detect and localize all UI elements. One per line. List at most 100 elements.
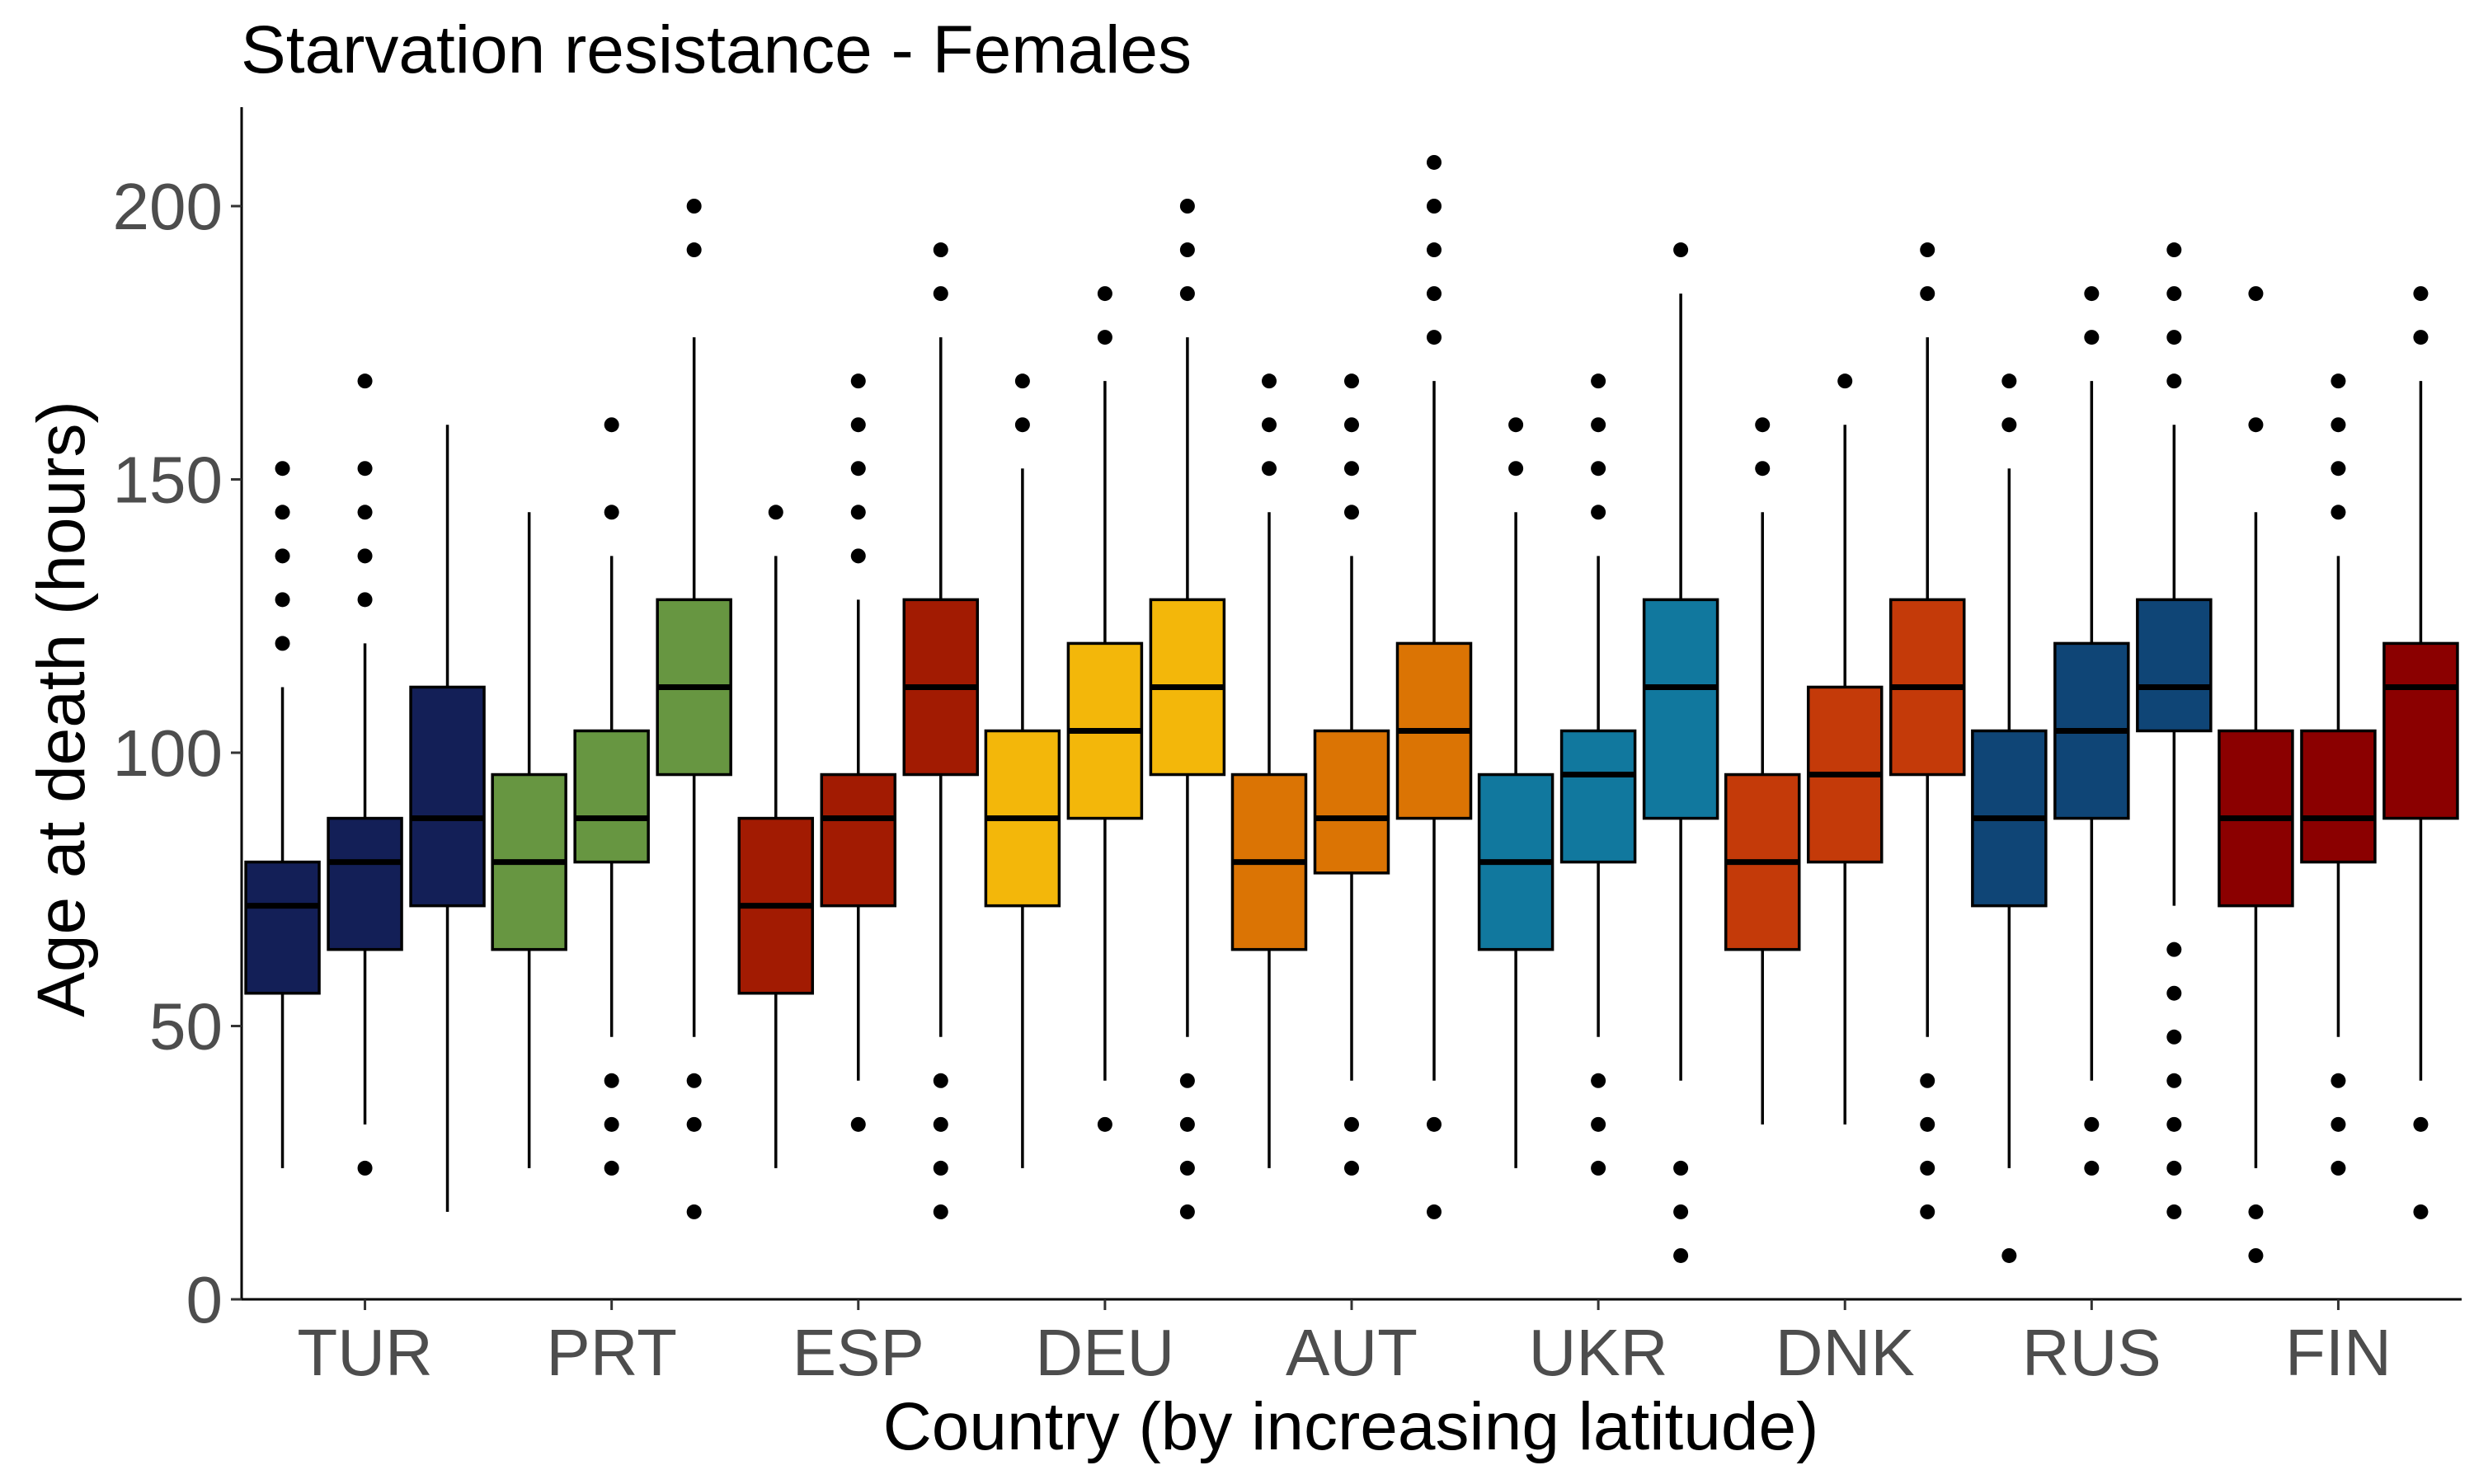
outlier-point xyxy=(2331,461,2346,477)
outlier-point xyxy=(1179,199,1195,214)
outlier-point xyxy=(2084,1160,2100,1176)
outlier-point xyxy=(1508,461,1524,477)
outlier-point xyxy=(1014,373,1030,389)
outlier-point xyxy=(1427,1116,1442,1132)
outlier-point xyxy=(2001,417,2017,433)
box-group-ukr xyxy=(1477,242,1719,1263)
outlier-point xyxy=(2166,1160,2182,1176)
box-group-rus xyxy=(1971,242,2213,1263)
outlier-point xyxy=(933,1116,948,1132)
outlier-point xyxy=(850,417,866,433)
outlier-point xyxy=(2166,985,2182,1001)
x-tick-label: RUS xyxy=(2022,1316,2161,1389)
outlier-point xyxy=(2084,1116,2100,1132)
outlier-point xyxy=(2166,1204,2182,1219)
y-tick-label: 50 xyxy=(149,990,223,1064)
outlier-point xyxy=(1427,286,1442,302)
outlier-point xyxy=(1920,1204,1935,1219)
outlier-point xyxy=(2413,1116,2429,1132)
chart-title: Starvation resistance - Females xyxy=(241,12,1192,87)
outlier-point xyxy=(1097,330,1112,345)
outlier-point xyxy=(1179,286,1195,302)
y-tick-label: 200 xyxy=(113,170,223,243)
outlier-point xyxy=(1591,1073,1606,1088)
outlier-point xyxy=(1591,373,1606,389)
box xyxy=(409,685,486,908)
outlier-point xyxy=(686,1204,702,1219)
box xyxy=(820,773,897,908)
box xyxy=(2136,598,2213,733)
y-axis-title: Age at death (hours) xyxy=(24,401,99,1017)
x-tick-label: DNK xyxy=(1776,1316,1915,1389)
box-group-aut xyxy=(1230,154,1473,1219)
outlier-point xyxy=(2413,1204,2429,1219)
outlier-point xyxy=(357,461,373,477)
outlier-point xyxy=(686,199,702,214)
outlier-point xyxy=(850,1116,866,1132)
x-tick-label: UKR xyxy=(1529,1316,1668,1389)
outlier-point xyxy=(850,373,866,389)
outlier-point xyxy=(1920,1116,1935,1132)
box-group-fin xyxy=(2218,286,2459,1263)
outlier-point xyxy=(1591,1116,1606,1132)
outlier-point xyxy=(2166,242,2182,258)
box-group-dnk xyxy=(1724,242,1966,1219)
outlier-point xyxy=(933,242,948,258)
outlier-point xyxy=(686,1073,702,1088)
y-tick-label: 100 xyxy=(113,716,223,790)
outlier-point xyxy=(604,1073,619,1088)
x-tick-label: ESP xyxy=(793,1316,924,1389)
outlier-point xyxy=(1427,199,1442,214)
outlier-point xyxy=(1837,373,1853,389)
outlier-point xyxy=(1262,461,1277,477)
x-axis-title: Country (by increasing latitude) xyxy=(883,1389,1819,1464)
outlier-point xyxy=(2331,1116,2346,1132)
outlier-point xyxy=(2248,1204,2264,1219)
outlier-point xyxy=(1920,1073,1935,1088)
outlier-point xyxy=(275,505,290,520)
outlier-point xyxy=(2001,1247,2017,1263)
outlier-point xyxy=(2001,373,2017,389)
x-tick-label: AUT xyxy=(1286,1316,1418,1389)
box xyxy=(1313,729,1390,875)
outlier-point xyxy=(357,1160,373,1176)
outlier-point xyxy=(2413,286,2429,302)
outlier-point xyxy=(1591,461,1606,477)
outlier-point xyxy=(933,1073,948,1088)
outlier-point xyxy=(2331,1160,2346,1176)
outlier-point xyxy=(2331,373,2346,389)
outlier-point xyxy=(2331,1073,2346,1088)
outlier-point xyxy=(1179,242,1195,258)
outlier-point xyxy=(275,636,290,651)
outlier-point xyxy=(2331,417,2346,433)
outlier-point xyxy=(2248,1247,2264,1263)
outlier-point xyxy=(1344,1116,1359,1132)
outlier-point xyxy=(1508,417,1524,433)
outlier-point xyxy=(1344,417,1359,433)
outlier-point xyxy=(1097,286,1112,302)
outlier-point xyxy=(2248,286,2264,302)
outlier-point xyxy=(1344,461,1359,477)
outlier-point xyxy=(2166,330,2182,345)
outlier-point xyxy=(1014,417,1030,433)
outlier-point xyxy=(1262,373,1277,389)
outlier-point xyxy=(1920,286,1935,302)
outlier-point xyxy=(1344,505,1359,520)
outlier-point xyxy=(1179,1160,1195,1176)
outlier-point xyxy=(357,505,373,520)
box xyxy=(244,860,321,995)
outlier-point xyxy=(2166,942,2182,957)
outlier-point xyxy=(1427,1204,1442,1219)
outlier-point xyxy=(1179,1116,1195,1132)
x-tick-label: TUR xyxy=(297,1316,432,1389)
outlier-point xyxy=(604,417,619,433)
outlier-point xyxy=(768,505,783,520)
box xyxy=(573,729,650,864)
outlier-point xyxy=(604,505,619,520)
box-group-esp xyxy=(737,242,980,1219)
outlier-point xyxy=(933,1160,948,1176)
outlier-point xyxy=(850,461,866,477)
outlier-point xyxy=(2084,330,2100,345)
outlier-point xyxy=(686,242,702,258)
